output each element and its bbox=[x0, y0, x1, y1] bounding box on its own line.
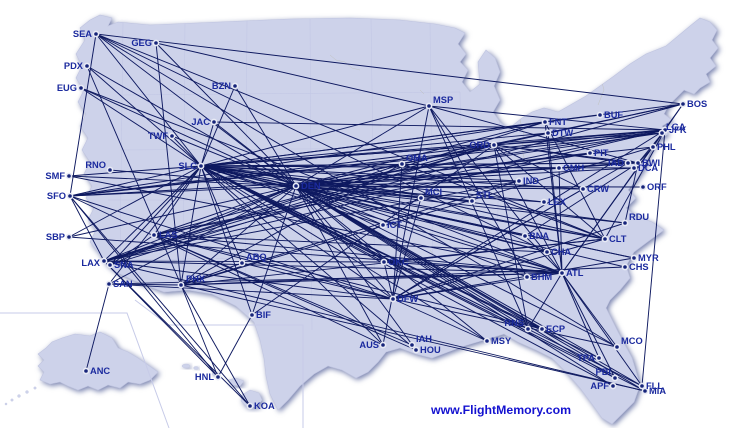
svg-text:www.FlightMemory.com: www.FlightMemory.com bbox=[430, 403, 571, 417]
svg-text:ABQ: ABQ bbox=[246, 252, 267, 262]
svg-text:IAH: IAH bbox=[416, 334, 432, 344]
svg-text:DEN: DEN bbox=[301, 181, 321, 191]
svg-text:OMA: OMA bbox=[406, 153, 428, 163]
svg-text:GEG: GEG bbox=[131, 38, 152, 48]
svg-text:CHS: CHS bbox=[629, 262, 649, 272]
svg-text:APF: APF bbox=[590, 381, 609, 391]
svg-text:IND: IND bbox=[523, 176, 539, 186]
svg-text:BZN: BZN bbox=[212, 81, 231, 91]
svg-text:DTW: DTW bbox=[552, 128, 573, 138]
svg-text:HOU: HOU bbox=[420, 345, 441, 355]
svg-text:BNA: BNA bbox=[529, 231, 549, 241]
svg-text:PIT: PIT bbox=[594, 148, 609, 158]
svg-text:ANC: ANC bbox=[90, 366, 110, 376]
svg-text:PDX: PDX bbox=[64, 61, 84, 71]
svg-text:SLC: SLC bbox=[178, 161, 197, 171]
svg-text:SEA: SEA bbox=[73, 29, 92, 39]
svg-text:CMH: CMH bbox=[563, 163, 584, 173]
svg-text:PHL: PHL bbox=[657, 142, 676, 152]
svg-text:PBI: PBI bbox=[596, 367, 612, 377]
svg-text:RDU: RDU bbox=[629, 212, 649, 222]
svg-text:SNA: SNA bbox=[114, 260, 134, 270]
svg-text:BUF: BUF bbox=[604, 110, 623, 120]
svg-text:AUS: AUS bbox=[359, 340, 379, 350]
svg-text:MIA: MIA bbox=[649, 386, 666, 396]
svg-text:RNS: RNS bbox=[504, 318, 524, 328]
svg-text:LGA: LGA bbox=[666, 122, 686, 132]
svg-text:BOS: BOS bbox=[687, 99, 707, 109]
svg-text:EUG: EUG bbox=[57, 83, 77, 93]
svg-text:TWF: TWF bbox=[148, 131, 168, 141]
svg-text:IAD: IAD bbox=[608, 158, 624, 168]
svg-text:MCO: MCO bbox=[621, 336, 643, 346]
svg-text:ORF: ORF bbox=[647, 182, 667, 192]
svg-text:SAN: SAN bbox=[113, 279, 133, 289]
svg-text:LAX: LAX bbox=[81, 258, 100, 268]
svg-text:ATL: ATL bbox=[566, 268, 584, 278]
svg-text:JAC: JAC bbox=[191, 117, 210, 127]
svg-text:LEX: LEX bbox=[548, 197, 567, 207]
svg-text:DCA: DCA bbox=[638, 163, 658, 173]
svg-text:TPA: TPA bbox=[577, 353, 595, 363]
svg-text:CHA: CHA bbox=[551, 247, 571, 257]
svg-text:HNL: HNL bbox=[195, 372, 214, 382]
svg-text:SMF: SMF bbox=[45, 171, 65, 181]
svg-text:DFW: DFW bbox=[397, 294, 418, 304]
svg-text:CRW: CRW bbox=[587, 184, 609, 194]
svg-text:OKC: OKC bbox=[388, 257, 409, 267]
svg-text:ECP: ECP bbox=[546, 324, 565, 334]
svg-text:SBP: SBP bbox=[46, 232, 65, 242]
svg-text:BIF: BIF bbox=[256, 310, 271, 320]
svg-text:ORD: ORD bbox=[469, 140, 490, 150]
svg-text:MCI: MCI bbox=[425, 187, 442, 197]
svg-text:FNT: FNT bbox=[549, 117, 567, 127]
svg-text:BHM: BHM bbox=[531, 272, 552, 282]
svg-text:MSY: MSY bbox=[491, 336, 512, 346]
svg-text:CLT: CLT bbox=[609, 234, 627, 244]
svg-text:ICT: ICT bbox=[387, 220, 402, 230]
svg-text:KOA: KOA bbox=[254, 401, 275, 411]
svg-text:PHX: PHX bbox=[186, 274, 206, 284]
svg-text:SFO: SFO bbox=[47, 191, 66, 201]
svg-text:LAS: LAS bbox=[159, 230, 178, 240]
svg-text:MSP: MSP bbox=[433, 95, 453, 105]
svg-text:STL: STL bbox=[476, 190, 494, 200]
svg-text:RNO: RNO bbox=[85, 160, 106, 170]
